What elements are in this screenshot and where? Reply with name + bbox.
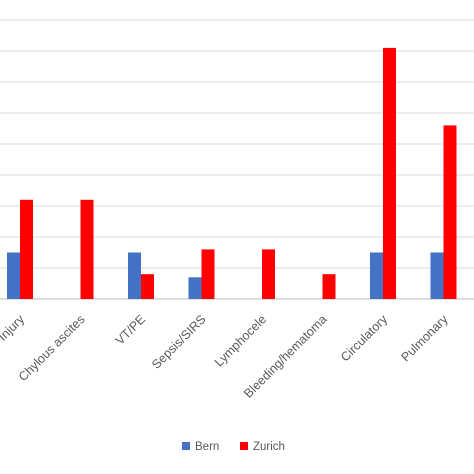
- x-tick-label: Injury: [0, 312, 28, 344]
- bar-zurich-3: [201, 249, 215, 299]
- legend: Bern Zurich: [182, 441, 285, 453]
- bar-zurich-5: [322, 274, 336, 299]
- bar-zurich-7: [443, 125, 457, 300]
- bar-zurich-4: [262, 249, 275, 299]
- x-tick-label: Pulmonary: [398, 312, 451, 365]
- x-tick-label: VT/PE: [113, 312, 148, 347]
- x-tick-label: Circulatory: [338, 312, 391, 365]
- legend-label-bern: Bern: [195, 441, 219, 453]
- x-tick-label: Sepsis/SIRS: [149, 312, 209, 372]
- bar-bern-2: [128, 252, 141, 299]
- legend-label-zurich: Zurich: [253, 441, 285, 453]
- gridlines: [0, 19, 474, 300]
- bar-bern-6: [370, 252, 383, 299]
- bar-zurich-1: [80, 199, 94, 299]
- bar-zurich-6: [383, 47, 396, 300]
- bar-bern-3: [188, 277, 202, 299]
- bar-bern-0: [7, 252, 20, 299]
- bar-zurich-0: [20, 199, 33, 299]
- legend-swatch-zurich: [240, 442, 248, 450]
- bar-zurich-2: [141, 274, 154, 299]
- bar-bern-7: [430, 252, 444, 299]
- legend-swatch-bern: [182, 442, 190, 450]
- bars: [7, 47, 457, 300]
- x-tick-label: Chylous ascites: [16, 312, 88, 384]
- x-tick-label: Lymphocele: [212, 312, 269, 369]
